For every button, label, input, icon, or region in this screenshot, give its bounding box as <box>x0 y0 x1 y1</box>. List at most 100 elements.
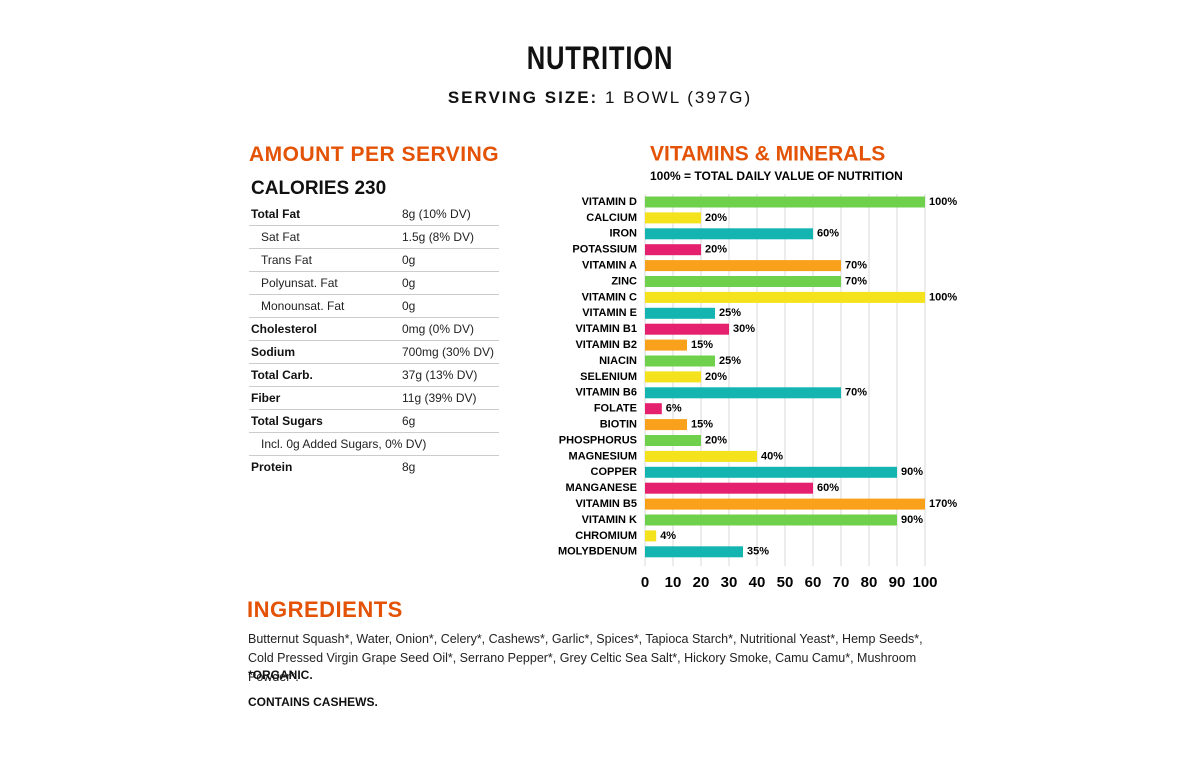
value-label: 20% <box>705 244 727 256</box>
category-label: CHROMIUM <box>575 530 637 542</box>
nutrition-table: Total Fat 8g (10% DV) Sat Fat 1.5g (8% DV)… <box>249 203 499 478</box>
bar <box>645 514 897 526</box>
label: Fiber <box>249 386 400 410</box>
label: Polyunsat. Fat <box>249 271 400 295</box>
bar <box>645 276 841 287</box>
category-label: VITAMIN E <box>582 307 637 319</box>
x-tick-label: 10 <box>665 574 682 591</box>
label: Total Sugars <box>249 409 400 433</box>
bar <box>645 323 729 335</box>
bar <box>645 466 897 478</box>
x-tick-label: 30 <box>721 574 738 591</box>
value-label: 25% <box>719 307 741 319</box>
value-label: 30% <box>733 323 755 335</box>
category-label: PHOSPHORUS <box>559 434 637 446</box>
category-label: CALCIUM <box>586 212 637 224</box>
value: 6g <box>400 409 499 433</box>
value: 8g <box>402 460 416 474</box>
value-label: 60% <box>817 228 839 240</box>
bar <box>645 260 841 272</box>
category-label: FOLATE <box>594 403 637 415</box>
value-label: 70% <box>845 275 867 287</box>
label: Protein <box>251 460 293 474</box>
value-label: 90% <box>901 514 923 526</box>
section-title: AMOUNT PER SERVING <box>249 143 500 166</box>
label: Sat Fat <box>249 225 400 249</box>
value-label: 40% <box>761 450 783 462</box>
category-label: IRON <box>610 228 638 240</box>
bar <box>645 355 715 367</box>
category-label: VITAMIN A <box>582 260 637 272</box>
serving-size: SERVING SIZE: 1 BOWL (397G) <box>0 88 1200 108</box>
category-label: POTASSIUM <box>572 244 637 256</box>
x-tick-label: 100 <box>912 574 937 591</box>
bar <box>645 244 701 256</box>
category-label: VITAMIN D <box>582 196 637 208</box>
bar <box>645 291 925 303</box>
x-tick-label: 0 <box>641 574 649 591</box>
bar <box>645 530 657 542</box>
value-label: 100% <box>929 196 957 208</box>
organic-note: *ORGANIC. <box>248 668 313 682</box>
serving-label: SERVING SIZE: <box>447 88 599 107</box>
bar <box>645 307 715 319</box>
bar <box>645 435 701 446</box>
value-label: 25% <box>719 355 741 367</box>
category-label: VITAMIN B2 <box>575 339 637 351</box>
chart-title: VITAMINS & MINERALS <box>650 143 885 166</box>
bar <box>645 228 813 240</box>
value-label: 4% <box>660 530 676 542</box>
category-label: VITAMIN B6 <box>575 387 637 399</box>
bar <box>645 498 925 510</box>
value-label: 6% <box>666 403 682 415</box>
category-label: VITAMIN B1 <box>575 323 637 335</box>
x-tick-label: 50 <box>777 574 794 591</box>
label: Total Fat <box>249 203 400 226</box>
value-label: 170% <box>929 498 957 510</box>
value-label: 20% <box>705 434 727 446</box>
category-label: SELENIUM <box>580 371 637 383</box>
label: Cholesterol <box>249 317 400 341</box>
x-tick-label: 60 <box>805 574 822 591</box>
value-label: 15% <box>691 339 713 351</box>
category-label: MAGNESIUM <box>569 450 637 462</box>
x-tick-label: 40 <box>749 574 766 591</box>
value: 0mg (0% DV) <box>400 317 499 341</box>
bar <box>645 196 925 208</box>
label: Incl. 0g Added Sugars, 0% DV) <box>249 432 499 456</box>
x-tick-label: 70 <box>833 574 850 591</box>
value: 8g (10% DV) <box>400 203 499 226</box>
value: 0g <box>400 271 499 295</box>
x-tick-label: 90 <box>889 574 906 591</box>
value-label: 35% <box>747 546 769 558</box>
chart-subtitle: 100% = TOTAL DAILY VALUE OF NUTRITION <box>650 169 903 183</box>
x-tick-label: 20 <box>693 574 710 591</box>
bar <box>645 419 687 431</box>
value: 700mg (30% DV) <box>400 340 499 364</box>
label: Trans Fat <box>249 248 400 272</box>
bar <box>645 403 662 415</box>
category-label: NIACIN <box>599 355 637 367</box>
category-label: BIOTIN <box>600 419 637 431</box>
allergen-note: CONTAINS CASHEWS. <box>248 695 378 709</box>
bar <box>645 482 813 494</box>
value: 0g <box>400 294 499 318</box>
category-label: VITAMIN B5 <box>575 498 637 510</box>
bar <box>645 339 687 351</box>
category-label: ZINC <box>611 275 637 287</box>
value-label: 70% <box>845 387 867 399</box>
value: 37g (13% DV) <box>400 363 499 387</box>
value-label: 100% <box>929 291 957 303</box>
value-label: 60% <box>817 482 839 494</box>
bar <box>645 212 701 224</box>
x-tick-label: 80 <box>861 574 878 591</box>
value-label: 20% <box>705 212 727 224</box>
calories: CALORIES 230 <box>251 178 387 199</box>
serving-value: 1 BOWL (397G) <box>604 88 753 107</box>
value: 1.5g (8% DV) <box>400 225 499 249</box>
category-label: MANGANESE <box>565 482 637 494</box>
label: Sodium <box>249 340 400 364</box>
category-label: MOLYBDENUM <box>558 546 637 558</box>
ingredients-text: Butternut Squash*, Water, Onion*, Celery… <box>248 632 923 684</box>
